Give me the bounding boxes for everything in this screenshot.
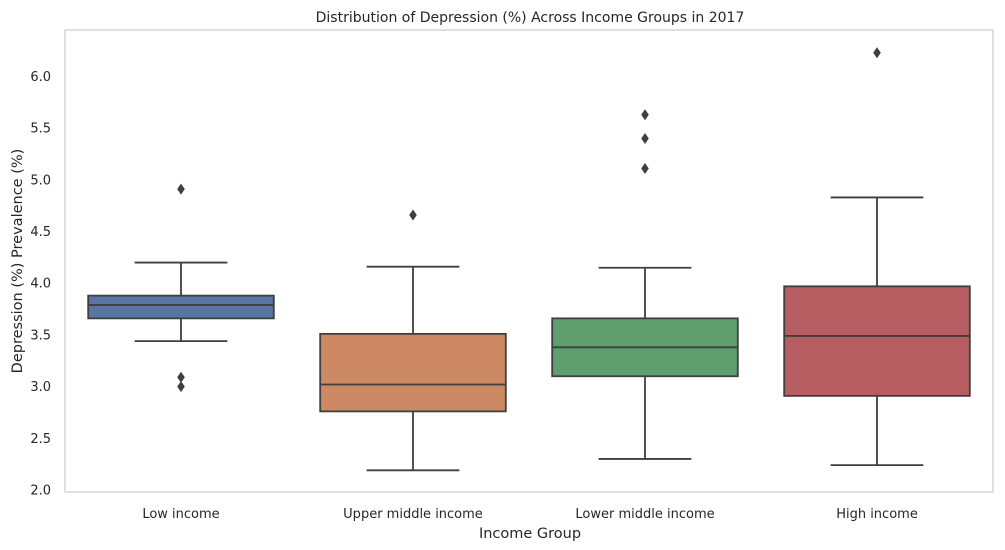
box-group [87, 183, 275, 393]
outlier-point [641, 109, 649, 121]
outlier-point [177, 183, 185, 195]
y-tick-label: 6.0 [30, 70, 51, 85]
outlier-point [641, 133, 649, 145]
chart-title: Distribution of Depression (%) Across In… [316, 10, 745, 26]
x-axis-ticks: Low income Upper middle income Lower middl… [142, 507, 917, 522]
y-axis-label: Depression (%) Prevalence (%) [10, 149, 26, 374]
y-tick-label: 5.5 [30, 122, 51, 137]
outlier-point [641, 162, 649, 174]
x-tick-label: Upper middle income [343, 507, 483, 522]
y-axis-ticks: 2.0 2.5 3.0 3.5 4.0 4.5 5.0 5.5 6.0 [30, 70, 51, 498]
box-iqr [87, 294, 275, 320]
box-group [783, 47, 971, 467]
outlier-point [177, 381, 185, 393]
y-tick-label: 4.5 [30, 225, 51, 240]
box-iqr [783, 285, 971, 397]
box-group [551, 109, 739, 460]
outlier-point [177, 371, 185, 383]
box-group [319, 209, 507, 472]
y-tick-label: 5.0 [30, 173, 51, 188]
boxes [87, 47, 971, 472]
y-tick-label: 2.0 [30, 483, 51, 498]
outlier-point [409, 209, 417, 221]
x-axis-label: Income Group [479, 526, 581, 542]
plot-area-frame [64, 29, 994, 493]
outlier-point [873, 47, 881, 59]
y-tick-label: 3.5 [30, 328, 51, 343]
x-tick-label: Lower middle income [575, 507, 714, 522]
x-tick-label: Low income [142, 507, 219, 522]
y-tick-label: 4.0 [30, 277, 51, 292]
y-tick-label: 3.0 [30, 380, 51, 395]
box-iqr [319, 332, 507, 413]
x-tick-label: High income [836, 507, 918, 522]
y-tick-label: 2.5 [30, 432, 51, 447]
